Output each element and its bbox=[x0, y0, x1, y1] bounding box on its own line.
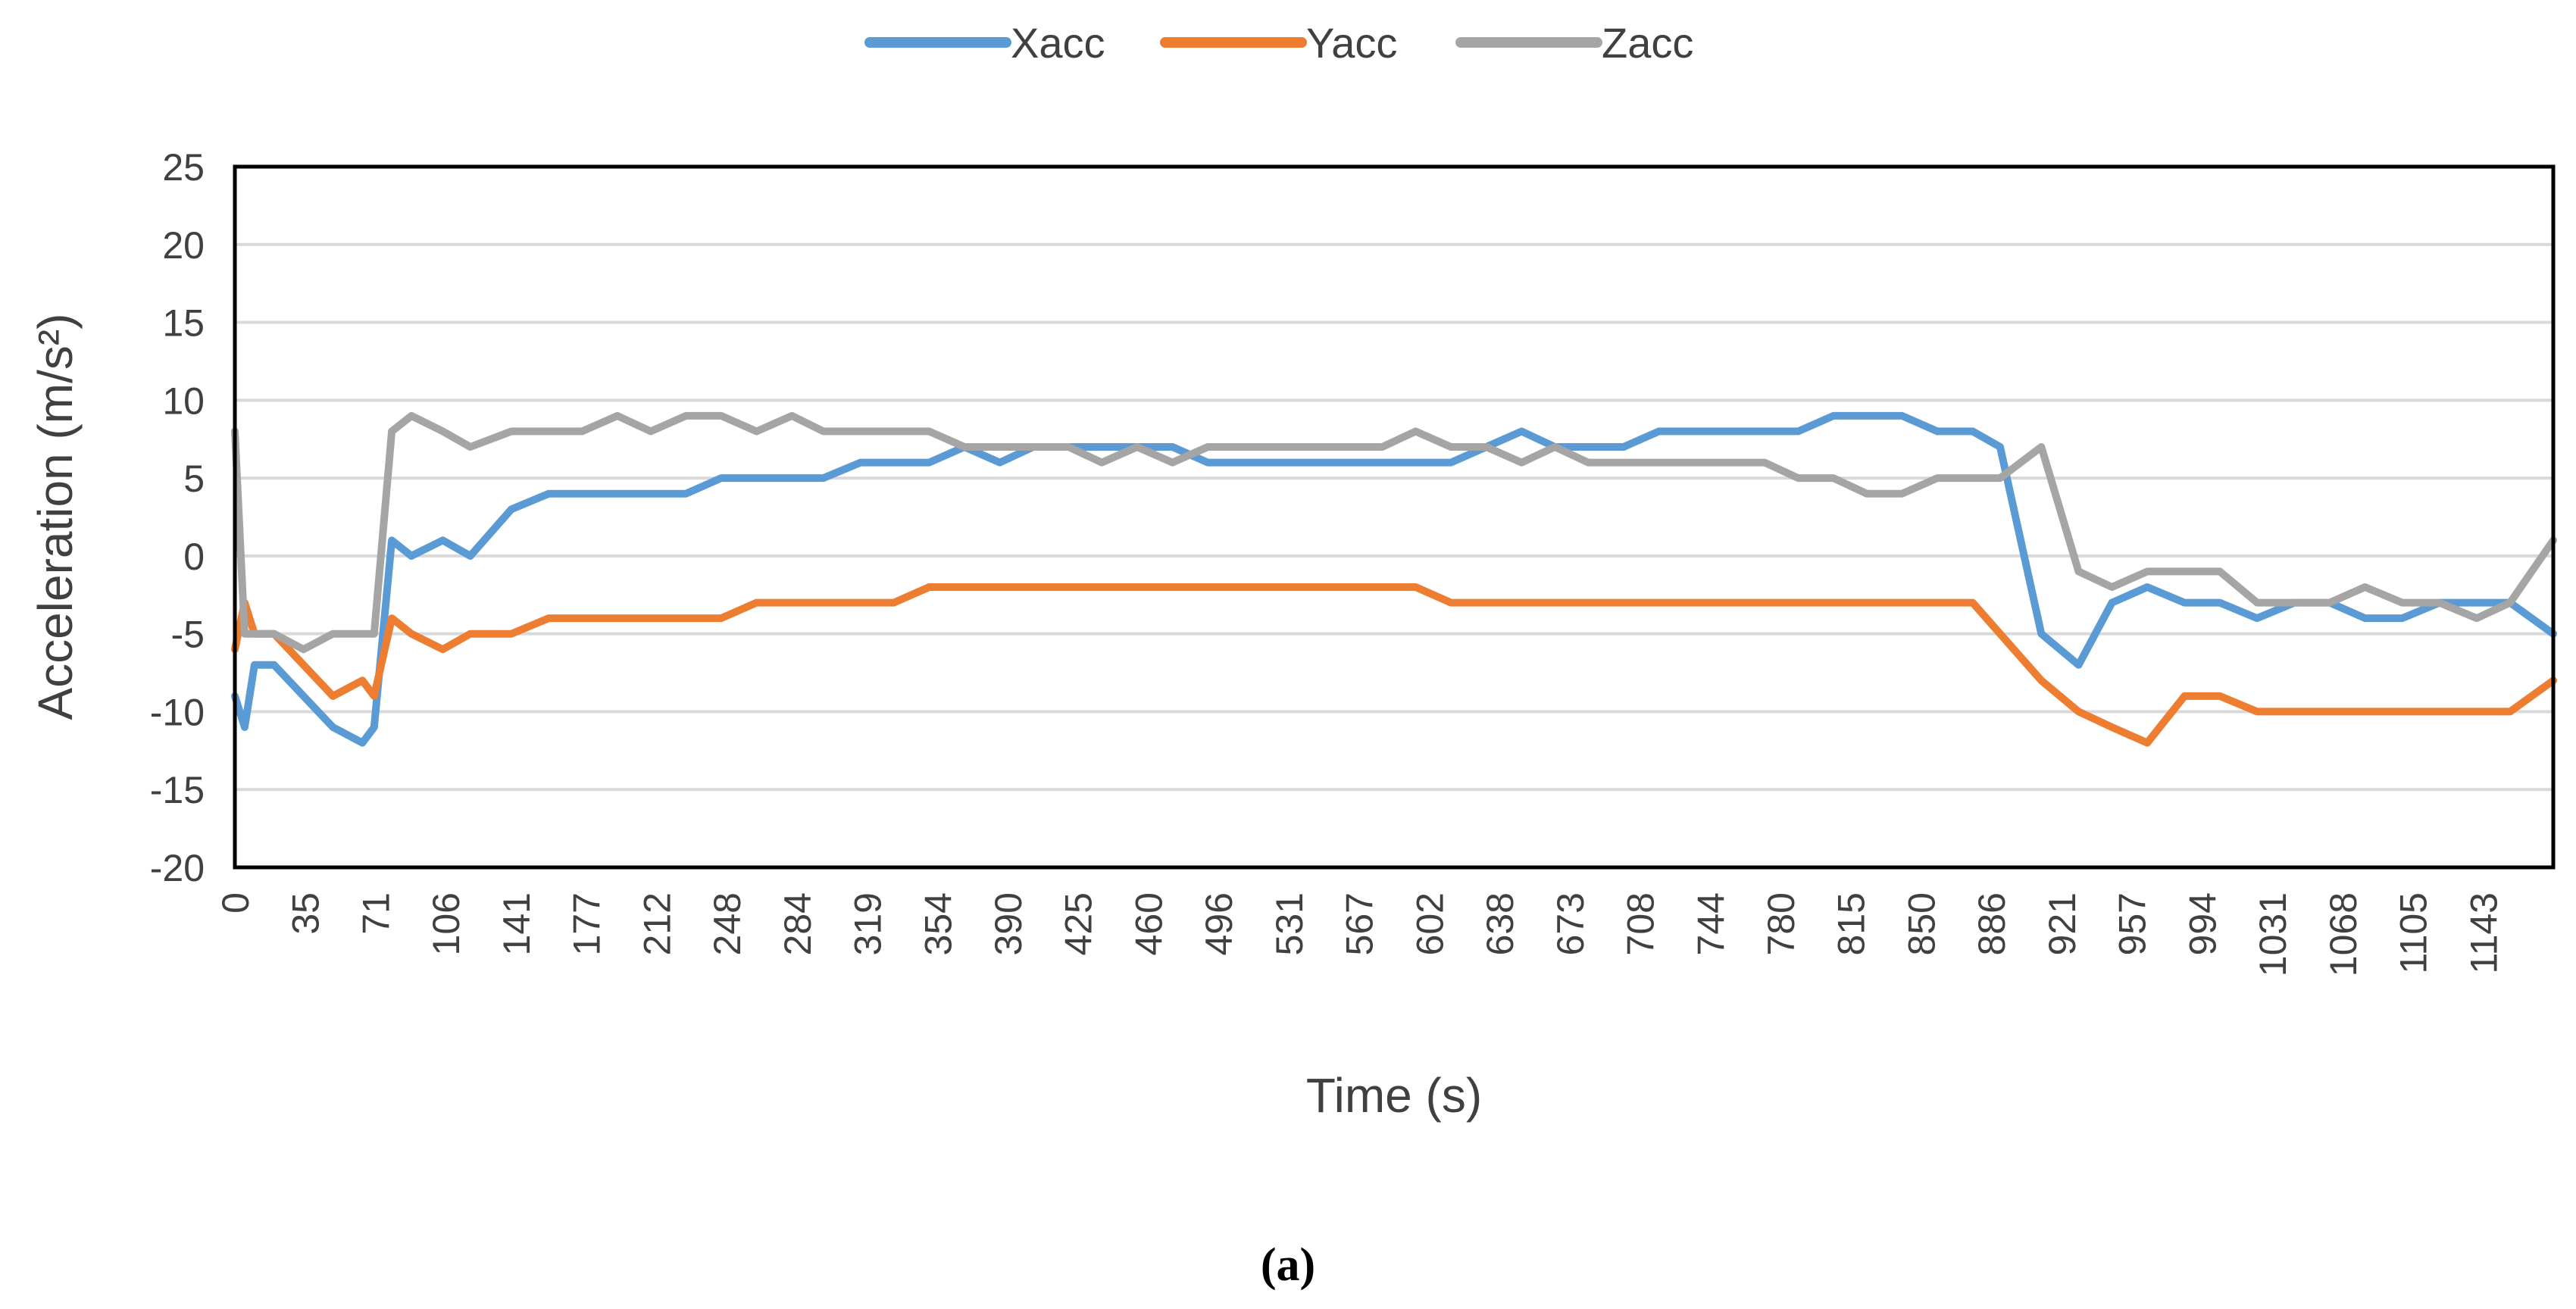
x-tick-label: 425 bbox=[1058, 892, 1100, 955]
y-tick-label: 15 bbox=[162, 302, 205, 345]
x-tick-label: 496 bbox=[1198, 892, 1240, 955]
x-tick-label: 957 bbox=[2112, 892, 2154, 955]
legend-label-zacc: Zacc bbox=[1602, 19, 1693, 67]
y-axis-title: Acceleration (m/s²) bbox=[28, 314, 83, 720]
x-tick-label: 106 bbox=[425, 892, 467, 955]
x-tick-label: 460 bbox=[1127, 892, 1170, 955]
figure-caption: (a) bbox=[1261, 1239, 1315, 1291]
x-axis-title: Time (s) bbox=[1306, 1068, 1482, 1123]
y-tick-label: -20 bbox=[150, 847, 205, 889]
y-tick-label: -5 bbox=[171, 614, 205, 656]
series-layer bbox=[231, 411, 2557, 747]
legend: Xacc Yacc Zacc bbox=[864, 19, 1693, 67]
x-tick-label: 319 bbox=[847, 892, 889, 955]
plot-area-frame bbox=[233, 164, 2556, 870]
x-tick-label: 1068 bbox=[2322, 892, 2365, 976]
x-tick-label: 567 bbox=[1339, 892, 1381, 955]
x-axis-ticks: 0 35 71 106 141 177 212 248 284 319 354 390 425 460 49… bbox=[214, 892, 2505, 976]
x-tick-label: 850 bbox=[1900, 892, 1943, 955]
y-tick-label: 20 bbox=[162, 224, 205, 267]
x-tick-label: 815 bbox=[1830, 892, 1873, 955]
y-tick-label: -10 bbox=[150, 691, 205, 733]
x-tick-label: 780 bbox=[1760, 892, 1802, 955]
x-tick-label: 994 bbox=[2181, 892, 2224, 955]
x-tick-label: 248 bbox=[706, 892, 749, 955]
x-tick-label: 1105 bbox=[2393, 892, 2435, 974]
x-tick-label: 673 bbox=[1549, 892, 1592, 955]
x-tick-label: 390 bbox=[987, 892, 1030, 955]
x-tick-label: 708 bbox=[1620, 892, 1662, 955]
x-tick-label: 212 bbox=[636, 892, 678, 955]
x-tick-label: 0 bbox=[214, 892, 257, 914]
gridlines bbox=[235, 242, 2553, 792]
x-tick-label: 744 bbox=[1690, 892, 1732, 955]
legend-label-yacc: Yacc bbox=[1306, 19, 1397, 67]
x-tick-label: 35 bbox=[285, 892, 327, 935]
y-tick-label: 10 bbox=[162, 380, 205, 422]
y-axis-ticks: -20 -15 -10 -5 0 5 10 15 20 25 bbox=[150, 146, 205, 889]
y-tick-label: 25 bbox=[162, 146, 205, 189]
x-tick-label: 602 bbox=[1408, 892, 1451, 955]
x-tick-label: 886 bbox=[1971, 892, 2013, 955]
series-line-xacc bbox=[231, 411, 2557, 747]
y-tick-label: 5 bbox=[183, 458, 205, 500]
series-line-zacc bbox=[231, 411, 2557, 654]
x-tick-label: 71 bbox=[355, 892, 397, 935]
x-tick-label: 531 bbox=[1268, 892, 1311, 955]
x-tick-label: 141 bbox=[496, 892, 538, 955]
y-tick-label: 0 bbox=[183, 536, 205, 578]
series-line-yacc bbox=[231, 583, 2557, 747]
x-tick-label: 1031 bbox=[2252, 892, 2294, 976]
x-tick-label: 284 bbox=[777, 892, 819, 955]
x-tick-label: 177 bbox=[566, 892, 608, 955]
x-tick-label: 1143 bbox=[2462, 892, 2505, 974]
legend-label-xacc: Xacc bbox=[1011, 19, 1105, 67]
y-tick-label: -15 bbox=[150, 769, 205, 811]
x-tick-label: 354 bbox=[917, 892, 959, 955]
x-tick-label: 921 bbox=[2041, 892, 2084, 955]
x-tick-label: 638 bbox=[1479, 892, 1521, 955]
